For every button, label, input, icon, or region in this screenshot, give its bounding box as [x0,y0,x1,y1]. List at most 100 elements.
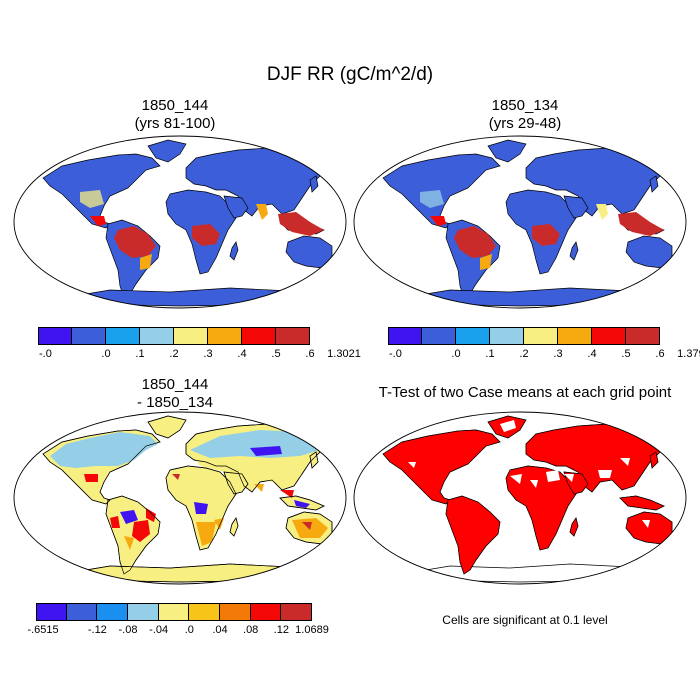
landmass-arabia [223,195,249,219]
diff-anomaly-patch [110,516,120,528]
figure-title: DJF RR (gC/m^2/d) [266,64,434,85]
colorbar-tick-label: -.08 [118,624,138,636]
diff-anomaly-patch [250,446,282,456]
region-india [256,204,268,220]
coastline-greenland [147,415,187,439]
coastline-japan [309,451,319,469]
colorbar-swatch [36,603,67,621]
colorbar-swatch [250,603,282,621]
region-se-asia [278,212,324,236]
landmass-antarctica [66,287,323,307]
colorbar-tick-label: 1.0689 [295,624,329,636]
panel2-title: 1850_134 (yrs 29-48) [350,97,700,133]
colorbar-tick-label: .0 [101,348,111,360]
map-panel-1 [13,135,347,309]
diff-sahara [170,470,226,496]
map-panel-2 [353,135,687,309]
map-border [13,411,347,585]
colorbar-panel-3: -.6515 -.12 -.08 -.04 .0 .04 .08 .12 1.0689 [27,603,329,643]
not-significant-area [598,470,612,478]
significant-japan [649,451,659,469]
diff-eurasia-mid [196,458,302,484]
map-border [13,135,347,309]
not-significant-area [500,420,516,432]
colorbar-tick-label: .5 [621,348,631,360]
diff-anomaly-patch [286,440,312,452]
map-clip-group [42,139,339,307]
not-significant-area [408,462,416,468]
diff-anomaly-patch [84,474,98,482]
panel4-title: T-Test of two Case means at each grid po… [378,384,672,401]
colorbar-tick-label: .0 [451,348,461,360]
colorbar-swatch [524,327,558,345]
coastline-northAmerica [42,429,161,505]
colorbar-tick-label: .12 [273,624,289,636]
region-mexico [430,216,446,226]
coastline-africa [165,465,237,551]
coastline-indonesia [279,495,325,511]
colorbar-swatch [128,603,159,621]
map-border [353,411,687,585]
landmass-antarctica [406,563,663,583]
landmass-northAmerica [382,153,501,229]
colorbar-tick-label: .1 [135,348,145,360]
not-significant-area [564,474,574,482]
significant-southAmerica [445,495,501,575]
region-se-brazil [480,254,492,270]
colorbar-panel-2: -.0 .0 .1 .2 .3 .4 .5 .6 1.3793 [388,327,700,367]
not-significant-area [510,474,522,484]
diff-anomaly-patch [280,490,294,498]
landmass-greenland [147,139,187,163]
colorbar-swatch [422,327,456,345]
diff-anomaly-patch [214,440,248,452]
diff-antarctica [72,568,316,580]
coastline-arabia [223,471,249,495]
colorbar-frame [38,327,310,345]
landmass-madagascar [229,241,239,261]
landmass-japan [309,175,319,193]
colorbar-swatch [38,327,72,345]
panel3-title: 1850_144 - 1850_134 [0,376,350,412]
diff-anomaly-patch [194,502,208,514]
panel1-case-name: 1850_144 [141,97,209,114]
colorbar-tick-label: 1.3021 [327,348,361,360]
colorbar-swatch [66,603,98,621]
colorbar-tick-label: -.12 [87,624,107,636]
map-panel-3 [13,411,347,585]
not-significant-area [530,480,538,488]
panel1-years: (yrs 81-100) [134,115,216,132]
colorbar-swatch [174,327,208,345]
region-se-brazil [140,254,152,270]
colorbar-swatch [388,327,422,345]
landmass-greenland [487,139,527,163]
diff-anomaly-patch [106,444,126,454]
colorbar-panel-1: -.0 .0 .1 .2 .3 .4 .5 .6 1.3021 [38,327,361,367]
region-amazon [114,226,156,258]
colorbar-frame [36,603,312,621]
colorbar-swatch [456,327,490,345]
diff-anomaly-patch [314,528,324,536]
diff-anomaly-patch [294,500,310,508]
colorbar-swatch [558,327,592,345]
colorbar-tick-label: .2 [519,348,529,360]
colorbar-swatch [72,327,106,345]
colorbar-swatch [592,327,626,345]
region-amazon [454,226,496,258]
diff-anomaly-patch [172,474,180,480]
colorbar-swatch [208,327,242,345]
diff-anomaly-patch [120,510,138,524]
region-eastern-us [80,190,104,208]
diff-anomaly-patch [68,454,90,464]
significant-northAmerica [382,429,501,505]
map-clip-group [382,415,679,583]
not-significant-area [620,458,630,466]
colorbar-swatch [189,603,220,621]
landmass-japan [649,175,659,193]
diff-southern-africa [196,522,216,546]
colorbar-swatch [97,603,128,621]
significant-madagascar [569,517,579,537]
panel2-years: (yrs 29-48) [488,115,562,132]
significant-indonesia [619,495,665,511]
colorbar-tick-label: .04 [212,624,228,636]
map-panel-4 [353,411,687,585]
